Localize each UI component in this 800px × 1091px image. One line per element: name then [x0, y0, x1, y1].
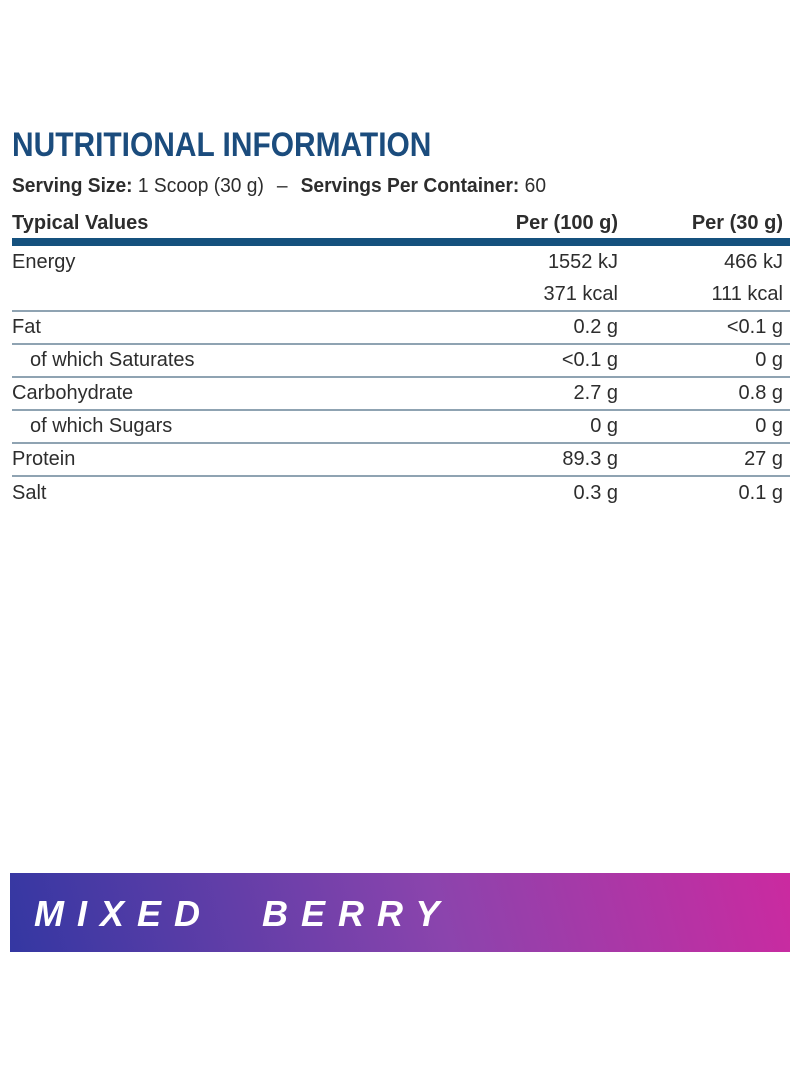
row-per100-value: 89.3 g — [562, 448, 618, 470]
serving-separator-dash: – — [276, 175, 288, 197]
row-label: Carbohydrate — [12, 382, 134, 404]
header-per-100g: Per (100 g) — [515, 211, 618, 234]
row-per30-value: 0 g — [755, 415, 783, 437]
row-per30-value: 0 g — [755, 349, 783, 371]
serving-info-line: Serving Size: 1 Scoop (30 g) – Servings … — [12, 175, 546, 198]
serving-size-value: 1 Scoop (30 g) — [137, 175, 264, 197]
table-row-protein: Protein 89.3 g 27 g — [12, 444, 790, 477]
table-row-energy-kj: Energy 1552 kJ 466 kJ — [12, 246, 790, 279]
table-row-carbohydrate: Carbohydrate 2.7 g 0.8 g — [12, 378, 790, 411]
row-label: Energy — [12, 251, 76, 273]
header-per-30g: Per (30 g) — [691, 211, 783, 234]
flavor-banner: MIXED BERRY — [10, 873, 790, 952]
row-per30-value: <0.1 g — [726, 316, 783, 338]
row-per30-value: 0.8 g — [738, 382, 783, 404]
row-per100-value: 0.3 g — [573, 482, 618, 504]
row-per30-value: 27 g — [744, 448, 783, 470]
table-row-salt: Salt 0.3 g 0.1 g — [12, 477, 790, 510]
row-label: Salt — [12, 482, 47, 504]
flavor-name-text: MIXED BERRY — [34, 893, 453, 934]
servings-per-container-value: 60 — [524, 175, 547, 197]
row-per30-value: 111 kcal — [711, 283, 783, 305]
nutrition-table: Energy 1552 kJ 466 kJ 371 kcal 111 kcal … — [12, 246, 790, 510]
row-label: of which Sugars — [30, 415, 173, 437]
row-per30-value: 466 kJ — [724, 251, 783, 273]
row-per100-value: 2.7 g — [573, 382, 618, 404]
row-per100-value: 371 kcal — [543, 283, 619, 305]
row-label: of which Saturates — [30, 349, 195, 371]
page-title: NUTRITIONAL INFORMATION — [12, 126, 432, 164]
table-row-fat: Fat 0.2 g <0.1 g — [12, 312, 790, 345]
header-typical-values: Typical Values — [12, 211, 149, 234]
table-row-sugars: of which Sugars 0 g 0 g — [12, 411, 790, 444]
row-per100-value: 0 g — [590, 415, 618, 437]
table-header-row: Typical Values Per (100 g) Per (30 g) — [12, 208, 790, 238]
table-row-energy-kcal: 371 kcal 111 kcal — [12, 279, 790, 312]
serving-size-label: Serving Size: — [12, 175, 133, 197]
row-per100-value: 1552 kJ — [547, 251, 618, 273]
row-per30-value: 0.1 g — [738, 482, 783, 504]
row-per100-value: 0.2 g — [573, 316, 618, 338]
row-label: Fat — [12, 316, 41, 338]
row-label: Protein — [12, 448, 76, 470]
table-row-saturates: of which Saturates <0.1 g 0 g — [12, 345, 790, 378]
servings-per-container-label: Servings Per Container: — [300, 175, 520, 197]
row-per100-value: <0.1 g — [561, 349, 618, 371]
header-divider-bar — [12, 238, 790, 246]
